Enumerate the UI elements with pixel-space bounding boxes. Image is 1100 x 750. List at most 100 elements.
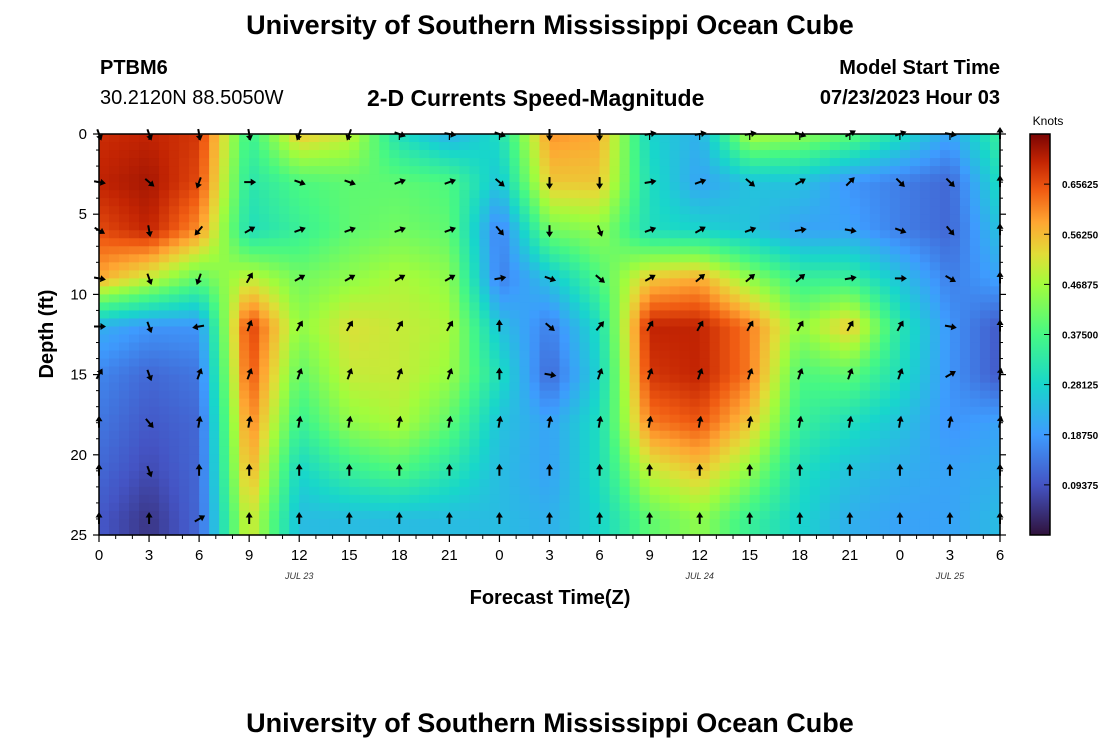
current-arrow-head (846, 415, 854, 422)
heatmap-cell (219, 134, 230, 143)
heatmap-cell (119, 414, 130, 424)
heatmap-cell (629, 150, 641, 159)
heatmap-cell (469, 454, 481, 464)
heatmap-cell (189, 454, 200, 464)
heatmap-cell (949, 454, 961, 464)
heatmap-cell (949, 286, 961, 295)
heatmap-cell (169, 142, 180, 151)
heatmap-cell (269, 166, 280, 175)
heatmap-cell (529, 438, 541, 448)
heatmap-cell (939, 446, 951, 456)
heatmap-cell (439, 310, 450, 320)
heatmap-cell (389, 358, 400, 368)
heatmap-cell (789, 398, 801, 408)
heatmap-cell (129, 254, 140, 263)
heatmap-cell (459, 278, 471, 287)
heatmap-cell (859, 398, 871, 408)
heatmap-cell (369, 174, 380, 183)
heatmap-cell (209, 246, 220, 255)
heatmap-cell (719, 494, 731, 504)
heatmap-cell (479, 430, 491, 440)
heatmap-cell (839, 214, 851, 223)
heatmap-cell (309, 390, 320, 400)
heatmap-cell (629, 238, 641, 247)
heatmap-cell (579, 486, 591, 496)
heatmap-cell (529, 246, 541, 255)
heatmap-cell (499, 414, 511, 424)
heatmap-cell (389, 214, 400, 223)
heatmap-cell (649, 182, 661, 191)
heatmap-cell (159, 486, 170, 496)
heatmap-cell (529, 222, 541, 231)
heatmap-cell (199, 222, 210, 231)
heatmap-cell (889, 454, 901, 464)
heatmap-cell (159, 214, 170, 223)
heatmap-cell (259, 406, 270, 416)
heatmap-cell (139, 310, 150, 320)
heatmap-cell (539, 406, 551, 416)
heatmap-cell (949, 470, 961, 480)
heatmap-cell (899, 150, 911, 159)
heatmap-cell (819, 462, 831, 472)
heatmap-cell (709, 142, 721, 151)
heatmap-cell (619, 222, 631, 231)
heatmap-cell (819, 502, 831, 512)
heatmap-cell (359, 326, 370, 336)
heatmap-cell (439, 158, 450, 167)
heatmap-cell (119, 254, 130, 263)
current-arrow (146, 369, 153, 382)
heatmap-cell (449, 382, 460, 392)
heatmap-cell (339, 206, 350, 215)
heatmap-cell (199, 422, 210, 432)
heatmap-cell (109, 366, 120, 376)
heatmap-cell (879, 190, 891, 199)
heatmap-cell (549, 422, 561, 432)
heatmap-cell (239, 438, 250, 448)
heatmap-cell (649, 310, 661, 320)
heatmap-cell (619, 526, 631, 536)
heatmap-cell (689, 454, 701, 464)
heatmap-cell (569, 486, 581, 496)
heatmap-cell (609, 302, 621, 312)
heatmap-cell (279, 134, 290, 143)
heatmap-cell (569, 214, 581, 223)
heatmap-cell (139, 214, 150, 223)
heatmap-cell (579, 414, 591, 424)
heatmap-cell (339, 390, 350, 400)
heatmap-cell (469, 262, 481, 271)
heatmap-cell (259, 470, 270, 480)
heatmap-cell (989, 510, 1001, 520)
heatmap-cell (439, 254, 450, 263)
heatmap-cell (409, 222, 420, 231)
heatmap-cell (959, 438, 971, 448)
heatmap-cell (259, 398, 270, 408)
heatmap-cell (299, 238, 310, 247)
heatmap-cell (469, 150, 481, 159)
heatmap-cell (929, 294, 941, 304)
heatmap-cell (499, 486, 511, 496)
heatmap-cell (669, 526, 681, 536)
heatmap-cell (289, 134, 300, 143)
heatmap-cell (139, 510, 150, 520)
heatmap-cell (969, 422, 981, 432)
heatmap-cell (129, 158, 140, 167)
heatmap-cell (359, 430, 370, 440)
heatmap-cell (109, 254, 120, 263)
heatmap-cell (699, 486, 711, 496)
heatmap-cell (689, 382, 701, 392)
heatmap-cell (849, 262, 861, 271)
heatmap-cell (439, 486, 450, 496)
heatmap-cell (349, 214, 360, 223)
heatmap-cell (219, 406, 230, 416)
heatmap-cell (359, 414, 370, 424)
heatmap-cell (839, 462, 851, 472)
heatmap-cell (969, 446, 981, 456)
heatmap-cell (549, 486, 561, 496)
heatmap-cell (589, 134, 601, 143)
heatmap-cell (779, 278, 791, 287)
heatmap-cell (549, 238, 561, 247)
heatmap-cell (529, 302, 541, 312)
heatmap-cell (169, 494, 180, 504)
current-arrow-head (596, 368, 604, 375)
heatmap-cell (409, 270, 420, 279)
